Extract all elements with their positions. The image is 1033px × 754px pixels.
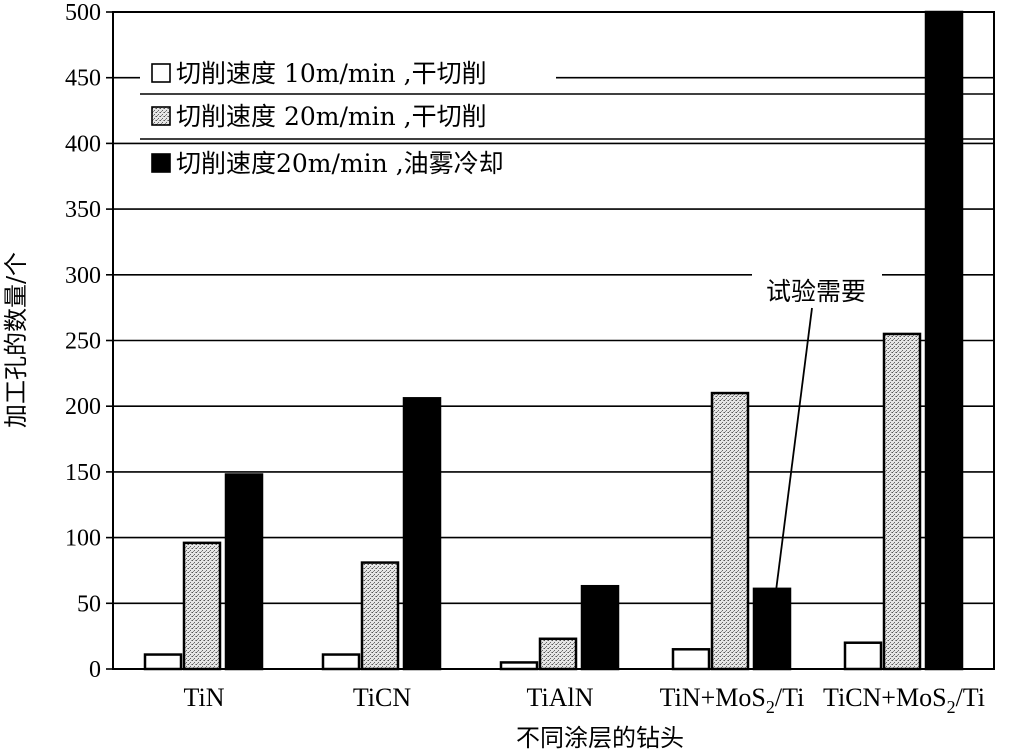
y-tick-label: 400 (65, 131, 101, 157)
bar (752, 587, 792, 671)
y-tick-label: 200 (65, 394, 101, 420)
x-category-label: TiAlN (527, 683, 594, 712)
y-ticks: 0 50 100 150 200 250 300 350 400 450 500 (65, 0, 113, 683)
y-tick-label: 250 (65, 329, 101, 355)
bar (143, 653, 183, 671)
y-tick-label: 0 (89, 657, 101, 683)
legend-background (140, 56, 556, 90)
x-category-label: TiN (184, 683, 225, 712)
x-category-labels: TiN TiCN TiAlN TiN+MoS2/Ti TiCN+MoS2/Ti (184, 683, 985, 717)
annotation-leader-line (775, 307, 813, 591)
bar (224, 473, 264, 671)
y-tick-label: 500 (65, 0, 101, 26)
bar (843, 641, 883, 671)
legend-swatch (151, 153, 171, 173)
bars (143, 10, 964, 671)
y-tick-label: 450 (65, 66, 101, 92)
legend-label: 切削速度 20m/min ,干切削 (176, 102, 487, 131)
y-axis-title: 加工孔的数量/个 (2, 252, 30, 428)
bar (710, 391, 750, 671)
x-category-label: TiN+MoS2/Ti (660, 683, 805, 717)
legend-label: 切削速度 10m/min ,干切削 (176, 59, 487, 88)
y-tick-label: 350 (65, 197, 101, 223)
x-category-label: TiCN (353, 683, 412, 712)
bar (538, 637, 578, 671)
annotation: 试验需要 (752, 274, 882, 591)
bar (182, 541, 222, 671)
legend-swatch (151, 106, 171, 126)
bar (924, 10, 964, 671)
legend-label: 切削速度20m/min ,油雾冷却 (176, 149, 504, 178)
bar (321, 653, 361, 671)
y-tick-label: 100 (65, 526, 101, 552)
bar (402, 397, 442, 671)
annotation-label: 试验需要 (766, 277, 866, 306)
bar (360, 561, 400, 671)
x-category-label: TiCN+MoS2/Ti (823, 683, 985, 717)
y-tick-label: 50 (77, 591, 101, 617)
y-tick-label: 150 (65, 460, 101, 486)
legend-background (140, 99, 556, 133)
legend-swatch (151, 63, 171, 83)
y-tick-label: 300 (65, 263, 101, 289)
x-axis-title: 不同涂层的钻头 (516, 724, 684, 752)
annotation-background (752, 274, 882, 306)
bar (882, 332, 922, 671)
legend-background (140, 146, 556, 180)
bar (671, 648, 711, 671)
bar (580, 584, 620, 671)
